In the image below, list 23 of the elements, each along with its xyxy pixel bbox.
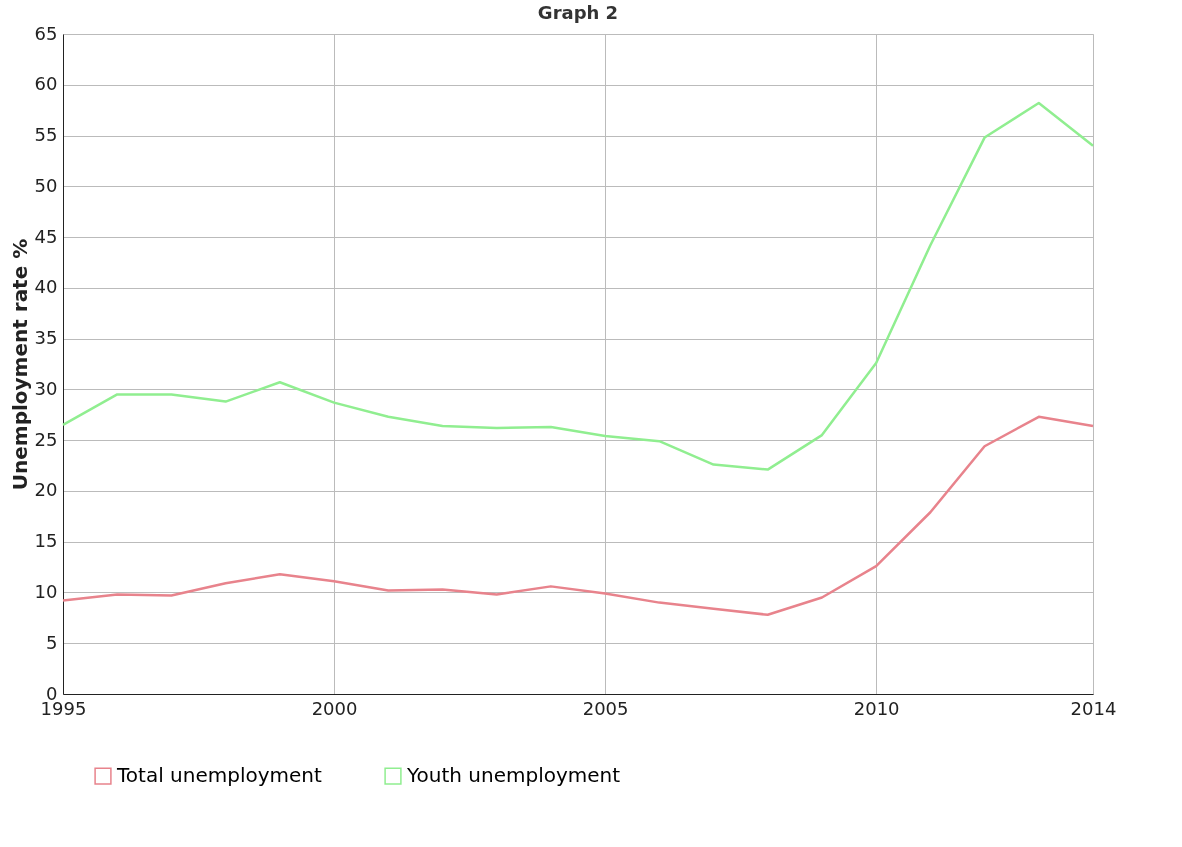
y-tick-label: 15 xyxy=(34,530,58,552)
x-tick-label: 2014 xyxy=(1070,697,1117,719)
line-series xyxy=(61,415,1095,617)
y-tick-label: 30 xyxy=(34,377,58,399)
y-axis-title: Unemployment rate % xyxy=(7,238,32,491)
x-tick-label: 2005 xyxy=(582,697,629,719)
y-tick-label: 55 xyxy=(34,124,58,146)
y-tick-label: 60 xyxy=(34,73,58,95)
y-tick-label: 5 xyxy=(46,631,58,653)
y-tick-label: 25 xyxy=(34,428,58,450)
y-tick-label: 35 xyxy=(34,327,58,349)
x-tick-label: 2010 xyxy=(853,697,900,719)
line-series xyxy=(61,101,1095,471)
chart-title: Graph 2 xyxy=(537,2,619,23)
y-tick-label: 10 xyxy=(34,580,58,602)
y-tick-label: 45 xyxy=(34,225,58,247)
legend-label: Youth unemployment xyxy=(406,763,621,788)
y-tick-label: 50 xyxy=(34,174,58,196)
y-tick-label: 20 xyxy=(34,479,58,501)
y-tick-label: 65 xyxy=(34,22,58,44)
legend-label: Total unemployment xyxy=(116,763,322,788)
x-tick-label: 2000 xyxy=(311,697,358,719)
y-tick-label: 40 xyxy=(34,276,58,298)
